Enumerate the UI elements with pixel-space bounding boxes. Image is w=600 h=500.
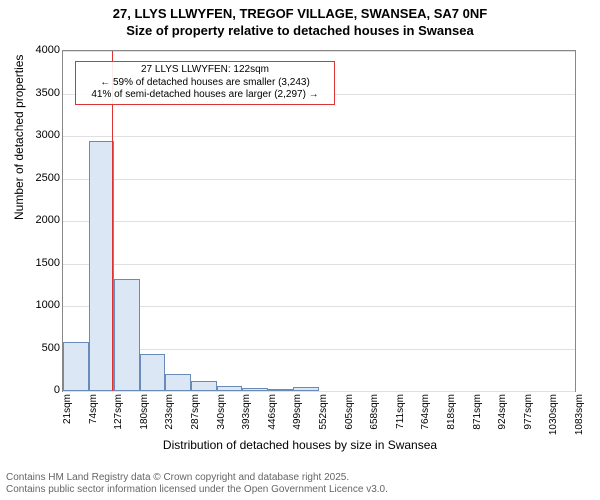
x-tick-label: 658sqm xyxy=(369,394,380,444)
plot-area: 27 LLYS LLWYFEN: 122sqm ← 59% of detache… xyxy=(62,50,576,392)
y-tick-label: 2500 xyxy=(20,172,60,184)
x-tick-label: 605sqm xyxy=(344,394,355,444)
x-tick-label: 977sqm xyxy=(523,394,534,444)
gridline xyxy=(63,136,575,137)
gridline xyxy=(63,221,575,222)
x-tick-label: 1083sqm xyxy=(574,394,585,444)
gridline xyxy=(63,51,575,52)
histogram-bar xyxy=(89,141,115,391)
annotation-line2: ← 59% of detached houses are smaller (3,… xyxy=(80,77,330,90)
x-tick-label: 393sqm xyxy=(241,394,252,444)
title-line1: 27, LLYS LLWYFEN, TREGOF VILLAGE, SWANSE… xyxy=(0,6,600,23)
gridline xyxy=(63,264,575,265)
histogram-bar xyxy=(114,279,140,391)
x-tick-label: 180sqm xyxy=(139,394,150,444)
annotation-line3: 41% of semi-detached houses are larger (… xyxy=(80,89,330,102)
y-tick-label: 3500 xyxy=(20,87,60,99)
x-tick-label: 1030sqm xyxy=(548,394,559,444)
histogram-bar xyxy=(268,389,294,391)
y-tick-label: 3000 xyxy=(20,129,60,141)
histogram-bar xyxy=(242,388,268,391)
gridline xyxy=(63,391,575,392)
footer-line1: Contains HM Land Registry data © Crown c… xyxy=(6,472,388,484)
chart-title: 27, LLYS LLWYFEN, TREGOF VILLAGE, SWANSE… xyxy=(0,0,600,40)
x-tick-label: 340sqm xyxy=(216,394,227,444)
histogram-bar xyxy=(293,387,319,391)
gridline xyxy=(63,179,575,180)
histogram-bar xyxy=(217,386,243,391)
y-tick-label: 500 xyxy=(20,342,60,354)
x-tick-label: 764sqm xyxy=(420,394,431,444)
x-tick-label: 818sqm xyxy=(446,394,457,444)
gridline xyxy=(63,349,575,350)
y-tick-label: 4000 xyxy=(20,44,60,56)
x-axis-label: Distribution of detached houses by size … xyxy=(0,438,600,452)
x-tick-label: 233sqm xyxy=(164,394,175,444)
x-tick-label: 287sqm xyxy=(190,394,201,444)
x-tick-label: 74sqm xyxy=(88,394,99,444)
annotation-line1: 27 LLYS LLWYFEN: 122sqm xyxy=(80,64,330,77)
x-tick-label: 499sqm xyxy=(292,394,303,444)
x-tick-label: 21sqm xyxy=(62,394,73,444)
x-tick-label: 871sqm xyxy=(472,394,483,444)
gridline xyxy=(63,306,575,307)
x-tick-label: 127sqm xyxy=(113,394,124,444)
y-tick-label: 1000 xyxy=(20,299,60,311)
title-line2: Size of property relative to detached ho… xyxy=(0,23,600,40)
histogram-bar xyxy=(63,342,89,391)
footer-credits: Contains HM Land Registry data © Crown c… xyxy=(6,472,388,496)
y-tick-label: 1500 xyxy=(20,257,60,269)
x-tick-label: 711sqm xyxy=(395,394,406,444)
y-tick-label: 2000 xyxy=(20,214,60,226)
x-tick-label: 446sqm xyxy=(267,394,278,444)
chart-container: 27, LLYS LLWYFEN, TREGOF VILLAGE, SWANSE… xyxy=(0,0,600,500)
histogram-bar xyxy=(140,354,166,391)
histogram-bar xyxy=(191,381,217,391)
footer-line2: Contains public sector information licen… xyxy=(6,484,388,496)
annotation-box: 27 LLYS LLWYFEN: 122sqm ← 59% of detache… xyxy=(75,61,335,105)
histogram-bar xyxy=(165,374,191,391)
y-tick-label: 0 xyxy=(20,384,60,396)
x-tick-label: 552sqm xyxy=(318,394,329,444)
x-tick-label: 924sqm xyxy=(497,394,508,444)
